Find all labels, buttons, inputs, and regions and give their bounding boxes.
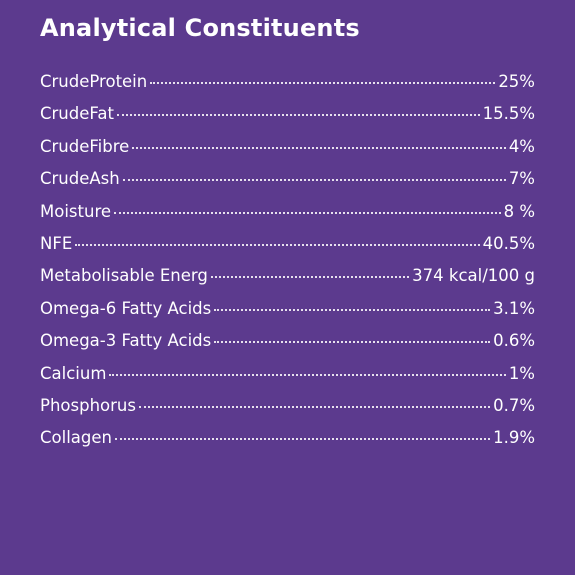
row: Calcium 1% bbox=[40, 364, 535, 396]
row-label: Omega-6 Fatty Acids bbox=[40, 298, 212, 318]
dot-leader bbox=[114, 211, 501, 214]
dot-leader bbox=[109, 373, 506, 376]
dot-leader bbox=[122, 179, 506, 182]
row-label: CrudeAsh bbox=[40, 169, 120, 189]
row: Omega-3 Fatty Acids 0.6% bbox=[40, 331, 535, 363]
dot-leader bbox=[138, 405, 491, 408]
row: Moisture 8 % bbox=[40, 202, 535, 234]
row-label: Moisture bbox=[40, 201, 112, 221]
row-value: 1% bbox=[508, 363, 535, 383]
row: Collagen 1.9% bbox=[40, 428, 535, 460]
row: CrudeAsh 7% bbox=[40, 169, 535, 201]
row: Phosphorus 0.7% bbox=[40, 396, 535, 428]
row: CrudeFibre 4% bbox=[40, 137, 535, 169]
dot-leader bbox=[75, 243, 480, 246]
row-label: NFE bbox=[40, 233, 73, 253]
row-value: 7% bbox=[508, 169, 535, 189]
row-value: 4% bbox=[508, 136, 535, 156]
row: Metabolisable Energ 374 kcal/100 g bbox=[40, 266, 535, 298]
row: CrudeFat 15.5% bbox=[40, 104, 535, 136]
dot-leader bbox=[214, 308, 491, 311]
row-label: Omega-3 Fatty Acids bbox=[40, 331, 212, 351]
dot-leader bbox=[116, 114, 480, 117]
dot-leader bbox=[214, 341, 491, 344]
row-value: 374 kcal/100 g bbox=[412, 266, 535, 286]
row-label: Phosphorus bbox=[40, 395, 136, 415]
row-label: Metabolisable Energ bbox=[40, 266, 208, 286]
row-label: Collagen bbox=[40, 428, 112, 448]
row-value: 0.7% bbox=[493, 395, 535, 415]
row-value: 3.1% bbox=[493, 298, 535, 318]
rows: CrudeProtein 25% CrudeFat 15.5% CrudeFibre 4%… bbox=[40, 72, 535, 461]
row-value: 40.5% bbox=[482, 233, 535, 253]
row-value: 25% bbox=[498, 72, 535, 91]
row-value: 1.9% bbox=[493, 428, 535, 448]
dot-leader bbox=[132, 146, 506, 149]
row: CrudeProtein 25% bbox=[40, 72, 535, 104]
row-label: CrudeFibre bbox=[40, 136, 130, 156]
row: Omega-6 Fatty Acids 3.1% bbox=[40, 299, 535, 331]
row: NFE 40.5% bbox=[40, 234, 535, 266]
row-value: 15.5% bbox=[482, 104, 535, 124]
dot-leader bbox=[210, 276, 410, 279]
dot-leader bbox=[150, 82, 496, 84]
row-label: Calcium bbox=[40, 363, 107, 383]
row-label: CrudeProtein bbox=[40, 72, 148, 91]
row-label: CrudeFat bbox=[40, 104, 114, 124]
title: Analytical Constituents bbox=[40, 14, 360, 42]
row-value: 0.6% bbox=[493, 331, 535, 351]
row-value: 8 % bbox=[503, 201, 535, 221]
dot-leader bbox=[114, 438, 491, 441]
